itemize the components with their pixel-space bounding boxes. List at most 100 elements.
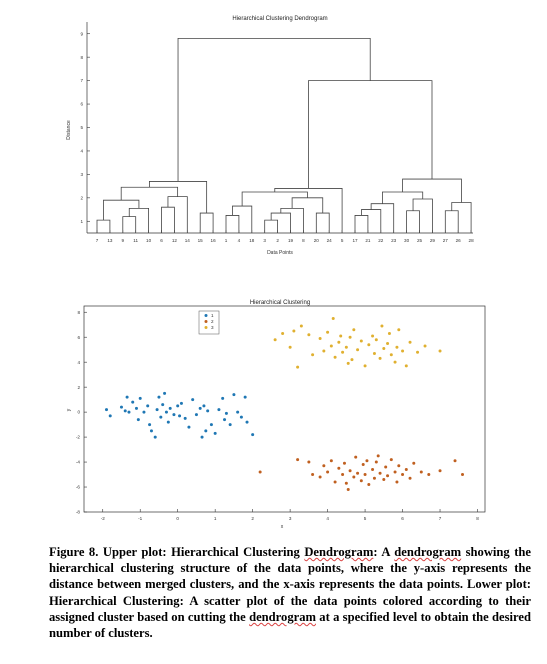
scatter-point-cluster-1 (198, 406, 202, 410)
dendrogram-link (291, 197, 324, 214)
scatter-point-cluster-2 (318, 475, 322, 479)
scatter-point-cluster-3 (346, 361, 350, 365)
legend-marker-3 (204, 326, 208, 329)
dendrogram-link (451, 202, 472, 233)
scatter-point-cluster-3 (395, 345, 399, 349)
scatter-xtick-label: 1 (214, 516, 217, 521)
scatter-point-cluster-3 (326, 330, 330, 334)
caption-dendrogram-word: Dendrogram (304, 545, 374, 559)
scatter-ytick-label: 8 (77, 310, 80, 315)
dendrogram-xtick-label: 1 (225, 238, 228, 243)
dendrogram-xtick-label: 28 (469, 238, 475, 243)
scatter-point-cluster-2 (359, 479, 363, 483)
dendrogram-xtick-label: 30 (404, 238, 410, 243)
dendrogram-xtick-label: 8 (302, 238, 305, 243)
scatter-xtick-label: 7 (439, 516, 442, 521)
scatter-point-cluster-3 (380, 324, 384, 328)
scatter-point-cluster-1 (146, 404, 150, 408)
dendrogram-xtick-label: 11 (133, 238, 138, 243)
scatter-point-cluster-3 (292, 329, 296, 333)
scatter-point-cluster-2 (397, 464, 401, 468)
scatter-point-cluster-3 (311, 353, 315, 357)
scatter-point-cluster-2 (393, 470, 397, 474)
scatter-point-cluster-2 (356, 471, 360, 475)
scatter-point-cluster-3 (352, 328, 356, 332)
dendrogram-link (406, 210, 420, 233)
scatter-point-cluster-3 (341, 350, 345, 354)
scatter-point-cluster-2 (408, 476, 412, 480)
scatter-point-cluster-3 (359, 339, 363, 343)
dendrogram-link (167, 196, 188, 233)
scatter-ytick-label: 2 (77, 385, 80, 390)
dendrogram-ytick-label: 2 (80, 195, 83, 200)
scatter-point-cluster-1 (178, 414, 182, 418)
scatter-xtick-label: 6 (401, 516, 404, 521)
scatter-point-cluster-3 (350, 358, 354, 362)
scatter-ytick-label: 6 (77, 335, 80, 340)
scatter-point-cluster-2 (378, 471, 382, 475)
scatter-x-ticks: -2 -1 0 1 2 3 4 5 6 7 8 (101, 509, 479, 521)
dendrogram-ytick-label: 1 (80, 219, 83, 224)
dendrogram-link (122, 216, 137, 233)
dendrogram-x-ticks: 7 13 9 11 10 6 12 14 15 16 1 4 18 3 2 19 8 20 24 5 17 21 22 23 3… (96, 230, 474, 243)
figure-caption: Figure 8. Upper plot: Hierarchical Clust… (49, 544, 531, 641)
scatter-point-cluster-2 (376, 454, 380, 458)
scatter-point-cluster-3 (307, 333, 311, 337)
scatter-point-cluster-1 (217, 408, 221, 412)
dendrogram-link (225, 215, 240, 233)
scatter-point-cluster-3 (372, 351, 376, 355)
scatter-point-cluster-2 (374, 460, 378, 464)
scatter-point-cluster-1 (123, 409, 127, 413)
dendrogram-xtick-label: 20 (314, 238, 320, 243)
caption-dendrogram-word-3: dendrogram (249, 609, 316, 624)
scatter-point-cluster-1 (142, 410, 146, 414)
caption-body-2: at a specified level to obtain the desir… (49, 609, 531, 641)
scatter-point-cluster-2 (258, 470, 262, 474)
caption-body-1: showing the hierarchical clustering stru… (49, 545, 532, 624)
scatter-plot: Hierarchical Clustering 8 6 4 2 0 -2 -4 -6 -8 -2… (66, 300, 486, 530)
scatter-point-cluster-1 (108, 414, 112, 418)
dendrogram-link (382, 191, 424, 204)
scatter-ytick-label: -6 (76, 485, 81, 490)
dendrogram-xtick-label: 5 (341, 238, 344, 243)
dendrogram-ytick-label: 9 (80, 31, 83, 36)
scatter-point-cluster-2 (401, 473, 405, 477)
scatter-point-cluster-3 (331, 316, 335, 320)
scatter-points (104, 316, 465, 492)
scatter-point-cluster-2 (386, 474, 390, 478)
legend-marker-1 (204, 314, 208, 317)
scatter-point-cluster-1 (134, 406, 138, 410)
caption-upper-intro: Upper plot: Hierarchical Clustering (102, 545, 305, 559)
dendrogram-ytick-label: 7 (80, 78, 83, 83)
dendrogram-xtick-label: 14 (185, 238, 191, 243)
scatter-point-cluster-3 (296, 365, 300, 369)
scatter-point-cluster-1 (202, 404, 206, 408)
scatter-point-cluster-1 (243, 395, 247, 399)
scatter-point-cluster-1 (204, 429, 208, 433)
scatter-point-cluster-3 (378, 356, 382, 360)
dendrogram-link (199, 212, 214, 233)
scatter-point-cluster-1 (149, 429, 153, 433)
scatter-point-cluster-1 (176, 404, 180, 408)
scatter-point-cluster-3 (408, 340, 412, 344)
scatter-ytick-label: 0 (77, 410, 80, 415)
scatter-point-cluster-1 (245, 420, 249, 424)
scatter-point-cluster-1 (163, 391, 167, 395)
dendrogram-xtick-label: 13 (107, 238, 113, 243)
caption-dendrogram-word-2: dendrogram (394, 545, 462, 559)
scatter-point-cluster-1 (232, 393, 236, 397)
scatter-point-cluster-2 (427, 473, 431, 477)
scatter-point-cluster-3 (344, 345, 348, 349)
dendrogram-xtick-label: 29 (430, 238, 436, 243)
scatter-point-cluster-2 (329, 459, 333, 463)
scatter-point-cluster-2 (361, 463, 365, 467)
scatter-point-cluster-1 (166, 420, 170, 424)
scatter-point-cluster-2 (412, 461, 416, 465)
scatter-point-cluster-1 (236, 410, 240, 414)
scatter-xtick-label: -2 (101, 516, 106, 521)
legend-label-2: 2 (211, 319, 214, 324)
dendrogram-ytick-label: 5 (80, 125, 83, 130)
scatter-point-cluster-2 (352, 475, 356, 479)
scatter-point-cluster-1 (239, 415, 243, 419)
scatter-point-cluster-3 (374, 338, 378, 342)
